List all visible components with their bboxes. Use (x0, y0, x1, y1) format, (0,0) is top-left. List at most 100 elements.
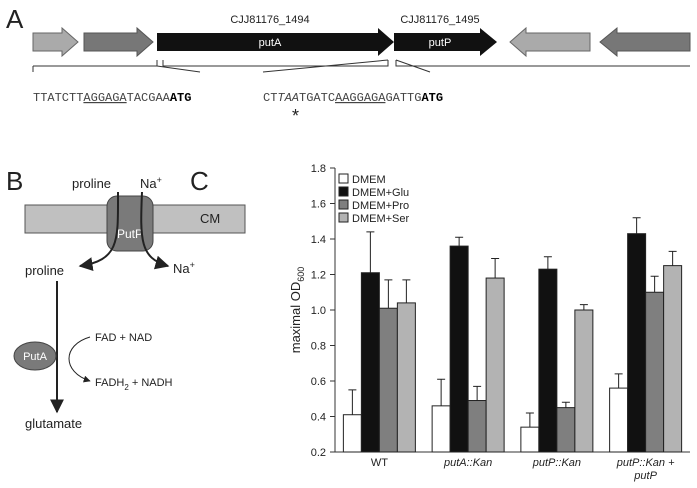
error-bar (614, 373, 623, 389)
error-bar (543, 256, 552, 270)
cofactor-text: + NADH (129, 377, 173, 389)
sequence-part: ATG (170, 91, 192, 105)
enzyme-label: PutA (23, 351, 48, 363)
error-bar (579, 304, 588, 310)
bar (663, 265, 683, 453)
bar (485, 277, 505, 453)
y-tick-label: 0.8 (311, 341, 326, 353)
error-bar (473, 385, 482, 401)
y-tick-label: 1.4 (311, 234, 326, 246)
bar (360, 272, 380, 453)
legend-label: DMEM+Ser (352, 213, 409, 225)
sequence-part: AAGGAGA (335, 91, 386, 105)
bar (627, 233, 647, 453)
cofactor-arrow (68, 336, 91, 383)
transporter-label: PutP (117, 227, 143, 241)
x-tick-label: putA::Kan (443, 457, 493, 469)
ion-text: Na (140, 176, 157, 191)
sequence-part: TTATCTT (33, 91, 83, 105)
ion-charge: + (157, 175, 162, 185)
bar (431, 405, 451, 453)
product: glutamate (25, 416, 82, 431)
gene-arrow (509, 26, 591, 58)
substrate: proline (25, 263, 64, 278)
legend-swatch (338, 186, 349, 197)
legend-swatch (338, 173, 349, 184)
error-bar (384, 279, 393, 309)
error-bar (437, 378, 446, 406)
error-bar (561, 401, 570, 408)
bar (574, 309, 594, 453)
x-tick-label: putP::Kan (532, 457, 582, 469)
legend-label: DMEM+Glu (352, 187, 409, 199)
cofactors: FADH2 + NADH (95, 377, 173, 392)
legend-swatch (338, 212, 349, 223)
transport-arrow (78, 191, 120, 272)
stop-marker: * (292, 106, 299, 126)
sequence-part: ATG (421, 91, 443, 105)
error-bar (525, 412, 534, 428)
cofactors: FAD + NAD (95, 332, 152, 344)
y-tick-label: 1.6 (311, 199, 326, 211)
transport-arrow (140, 191, 170, 270)
legend-label: DMEM+Pro (352, 200, 409, 212)
gene-arrow (394, 28, 497, 56)
gene-label: putA (259, 37, 282, 49)
y-label-text: maximal OD (288, 282, 303, 354)
ion-text: Na (173, 261, 190, 276)
bar (556, 407, 576, 453)
bar (645, 291, 665, 453)
x-tick-label: WT (370, 457, 388, 469)
bar (449, 245, 469, 453)
ion: Na+ (140, 175, 162, 191)
bar (520, 426, 540, 453)
gene-arrow (599, 26, 691, 58)
gene-name: CJJ81176_1495 (400, 14, 479, 26)
error-bar (348, 389, 357, 415)
error-bar (455, 236, 464, 247)
enzyme (13, 341, 57, 371)
y-tick-label: 1.0 (311, 305, 326, 317)
bar (538, 268, 558, 453)
legend-swatch (338, 199, 349, 210)
gene-label: putP (429, 37, 452, 49)
panel-label: C (190, 166, 209, 196)
bar (467, 400, 487, 453)
bar (609, 387, 629, 453)
error-bar (650, 275, 659, 293)
y-tick-label: 1.8 (311, 163, 326, 175)
substrate: proline (72, 176, 111, 191)
ion-charge: + (190, 260, 195, 270)
sequence-part: TGATC (299, 91, 335, 105)
sequence: TTATCTTAGGAGATACGAAATG (33, 91, 191, 105)
panel-label: B (6, 166, 23, 196)
cofactor-sub: 2 (124, 383, 129, 392)
panel-label: A (6, 4, 24, 34)
sequence-part: TAA (277, 91, 299, 105)
error-bar (668, 250, 677, 266)
zoom-lines (32, 59, 690, 73)
sequence: CTTAATGATCAAGGAGAGATTGATG (263, 91, 443, 105)
gene-arrow (83, 26, 154, 58)
gene-name: CJJ81176_1494 (230, 14, 309, 26)
gene-arrow (32, 26, 79, 58)
ion: Na+ (173, 260, 195, 276)
membrane-label: CM (200, 211, 220, 226)
legend-label: DMEM (352, 174, 386, 186)
y-tick-label: 0.2 (311, 447, 326, 459)
bar (378, 307, 398, 453)
error-bar (491, 258, 500, 279)
bar (342, 414, 362, 453)
error-bar (632, 217, 641, 234)
y-label-sub: 600 (296, 267, 306, 282)
sequence-part: CT (263, 91, 277, 105)
sequence-part: AGGAGA (83, 91, 127, 105)
y-axis-label: maximal OD600 (288, 267, 306, 354)
bar (396, 302, 416, 453)
y-tick-label: 1.2 (311, 270, 326, 282)
y-tick-label: 0.4 (311, 412, 326, 424)
error-bar (402, 279, 411, 303)
sequence-part: TACGAA (127, 91, 171, 105)
